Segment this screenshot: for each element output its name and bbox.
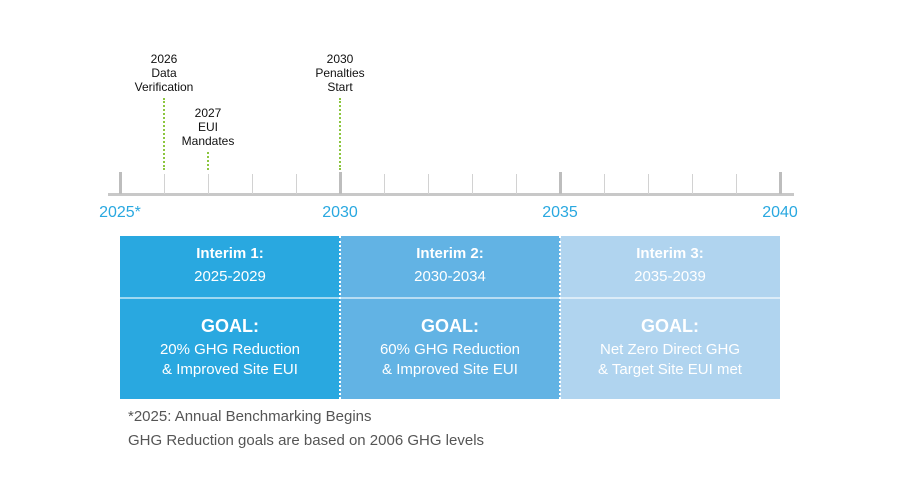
axis-label-2040: 2040 bbox=[762, 204, 798, 221]
footnote-ghg-baseline: GHG Reduction goals are based on 2006 GH… bbox=[128, 432, 485, 449]
goal-line1: 60% GHG Reduction bbox=[379, 341, 521, 358]
milestone-line1: EUI bbox=[197, 120, 219, 134]
milestone-2027: 2027 EUI Mandates bbox=[182, 106, 235, 148]
tick-2037 bbox=[648, 174, 649, 194]
period-divider bbox=[340, 297, 560, 299]
milestone-year: 2026 bbox=[150, 52, 178, 66]
axis-label-2035: 2035 bbox=[542, 204, 578, 221]
milestone-2030: 2030 Penalties Start bbox=[315, 52, 364, 94]
period-boundary-2030 bbox=[339, 236, 341, 399]
period-interim-2: Interim 2: 2030-2034 GOAL: 60% GHG Reduc… bbox=[340, 236, 560, 399]
goal-line2: & Improved Site EUI bbox=[382, 361, 518, 378]
period-divider bbox=[560, 297, 780, 299]
tick-2034 bbox=[516, 174, 517, 194]
milestone-2027-line bbox=[207, 152, 209, 170]
milestone-line2: Verification bbox=[134, 80, 194, 94]
tick-2040 bbox=[779, 172, 782, 194]
period-range: 2030-2034 bbox=[414, 268, 486, 285]
tick-2039 bbox=[736, 174, 737, 194]
milestone-2026: 2026 Data Verification bbox=[135, 52, 194, 94]
tick-2032 bbox=[428, 174, 429, 194]
period-title: Interim 2: bbox=[416, 245, 484, 262]
tick-2038 bbox=[692, 174, 693, 194]
period-range: 2035-2039 bbox=[634, 268, 706, 285]
goal-label: GOAL: bbox=[421, 316, 479, 336]
period-goal: GOAL: Net Zero Direct GHG & Target Site … bbox=[560, 299, 780, 399]
tick-2026 bbox=[164, 174, 165, 194]
tick-2030 bbox=[339, 172, 342, 194]
axis-label-2025: 2025* bbox=[99, 204, 141, 221]
period-title: Interim 1: bbox=[196, 245, 264, 262]
goal-line1: 20% GHG Reduction bbox=[159, 341, 301, 358]
milestone-2026-line bbox=[163, 98, 165, 170]
period-header: Interim 1: 2025-2029 bbox=[120, 236, 340, 297]
tick-2036 bbox=[604, 174, 605, 194]
goal-line2: & Target Site EUI met bbox=[598, 361, 742, 378]
period-interim-1: Interim 1: 2025-2029 GOAL: 20% GHG Reduc… bbox=[120, 236, 340, 399]
goal-label: GOAL: bbox=[641, 316, 699, 336]
period-header: Interim 2: 2030-2034 bbox=[340, 236, 560, 297]
tick-2029 bbox=[296, 174, 297, 194]
period-header: Interim 3: 2035-2039 bbox=[560, 236, 780, 297]
milestone-line1: Penalties bbox=[315, 66, 365, 80]
goal-line2: & Improved Site EUI bbox=[162, 361, 298, 378]
tick-2033 bbox=[472, 174, 473, 194]
footnote-benchmarking: *2025: Annual Benchmarking Begins bbox=[128, 408, 372, 425]
milestone-line2: Start bbox=[327, 80, 353, 94]
milestone-2030-line bbox=[339, 98, 341, 170]
axis-label-2030: 2030 bbox=[322, 204, 358, 221]
period-boundary-2035 bbox=[559, 236, 561, 399]
goal-line1: Net Zero Direct GHG bbox=[599, 341, 741, 358]
tick-2031 bbox=[384, 174, 385, 194]
timeline-axis bbox=[108, 193, 794, 196]
tick-2027 bbox=[208, 174, 209, 194]
period-goal: GOAL: 20% GHG Reduction & Improved Site … bbox=[120, 299, 340, 399]
milestone-year: 2027 bbox=[194, 106, 222, 120]
tick-2025 bbox=[119, 172, 122, 194]
milestone-line1: Data bbox=[151, 66, 177, 80]
tick-2035 bbox=[559, 172, 562, 194]
period-divider bbox=[120, 297, 340, 299]
period-interim-3: Interim 3: 2035-2039 GOAL: Net Zero Dire… bbox=[560, 236, 780, 399]
milestone-line2: Mandates bbox=[181, 134, 235, 148]
period-range: 2025-2029 bbox=[194, 268, 266, 285]
goal-label: GOAL: bbox=[201, 316, 259, 336]
milestone-year: 2030 bbox=[326, 52, 354, 66]
period-title: Interim 3: bbox=[636, 245, 704, 262]
period-goal: GOAL: 60% GHG Reduction & Improved Site … bbox=[340, 299, 560, 399]
tick-2028 bbox=[252, 174, 253, 194]
